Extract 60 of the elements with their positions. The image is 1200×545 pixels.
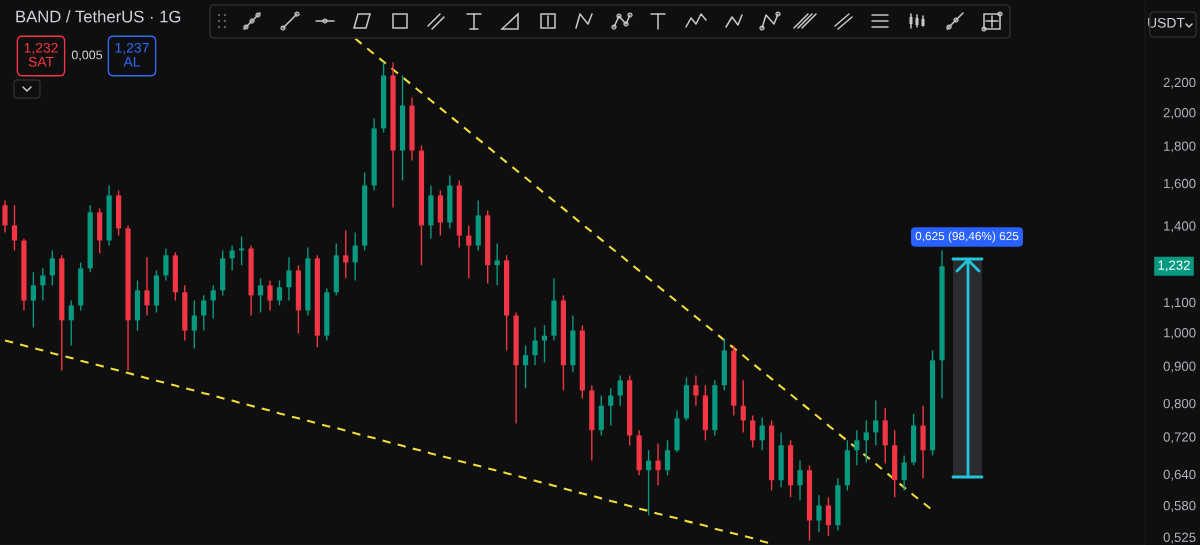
candlestick (522, 344, 529, 389)
candlestick (617, 374, 623, 407)
y-tick-label: 0,800 (1163, 398, 1196, 410)
candlestick (541, 324, 548, 364)
y-tick-label: 2,000 (1163, 108, 1196, 119)
candlestick (854, 429, 860, 467)
annotation: 1,232 SAT (24, 42, 58, 67)
candlestick (229, 244, 235, 272)
y-tick-label: 1,400 (1164, 221, 1196, 233)
candlestick (863, 419, 869, 464)
candlestick (494, 242, 500, 287)
candlestick (2, 199, 8, 234)
y-tick-label: 0,580 (1163, 500, 1196, 512)
candlestick (30, 271, 36, 329)
candlestick (257, 277, 264, 314)
candlestick (466, 224, 472, 280)
candlestick (825, 496, 832, 537)
candlestick (267, 279, 273, 312)
candlestick (352, 231, 358, 282)
candlestick (664, 439, 671, 476)
candlestick (797, 459, 803, 502)
candlestick (532, 326, 538, 366)
candlestick (343, 229, 349, 280)
candlestick (144, 256, 150, 317)
y-tick-label: 0,640 (1163, 469, 1196, 481)
text: 1,232 (1158, 260, 1190, 272)
candlestick (816, 494, 822, 533)
candlestick (49, 249, 55, 287)
candlestick (759, 416, 765, 451)
y-axis-title: USDT (1148, 17, 1185, 28)
candlestick (608, 387, 614, 427)
candlestick (40, 267, 46, 302)
candlestick (11, 204, 18, 252)
y-tick-label: 1,000 (1164, 328, 1196, 339)
candlestick (68, 299, 74, 347)
annotation: 1,237 AL (115, 42, 149, 67)
candlestick (201, 294, 207, 332)
candlestick (191, 299, 197, 350)
y-tick-label: 0,525 (1163, 532, 1196, 544)
candlestick (693, 374, 699, 407)
annotation: 0,625 (98,46%) 625 (915, 231, 1019, 243)
y-tick-label: 1,100 (1164, 297, 1196, 309)
candlestick (645, 449, 652, 517)
chart-title: BAND / TetherUS · 1G (16, 10, 181, 23)
candlestick (163, 247, 169, 282)
y-tick-label: 1,600 (1164, 178, 1196, 190)
y-tick-label: 0,720 (1163, 432, 1196, 444)
candlestick (210, 284, 216, 320)
candlestick (276, 279, 283, 307)
candlestick (750, 414, 756, 449)
y-tick-label: 1,800 (1164, 141, 1196, 153)
y-tick-label: 2,200 (1163, 77, 1196, 89)
y-tick-label: 0,900 (1163, 361, 1196, 373)
annotation: 0,005 (71, 50, 103, 61)
candlestick (901, 454, 907, 492)
candlestick (239, 235, 245, 266)
candlestick (655, 442, 661, 486)
candlestick (740, 379, 746, 434)
candlestick (873, 399, 879, 446)
candlestick (286, 256, 292, 302)
